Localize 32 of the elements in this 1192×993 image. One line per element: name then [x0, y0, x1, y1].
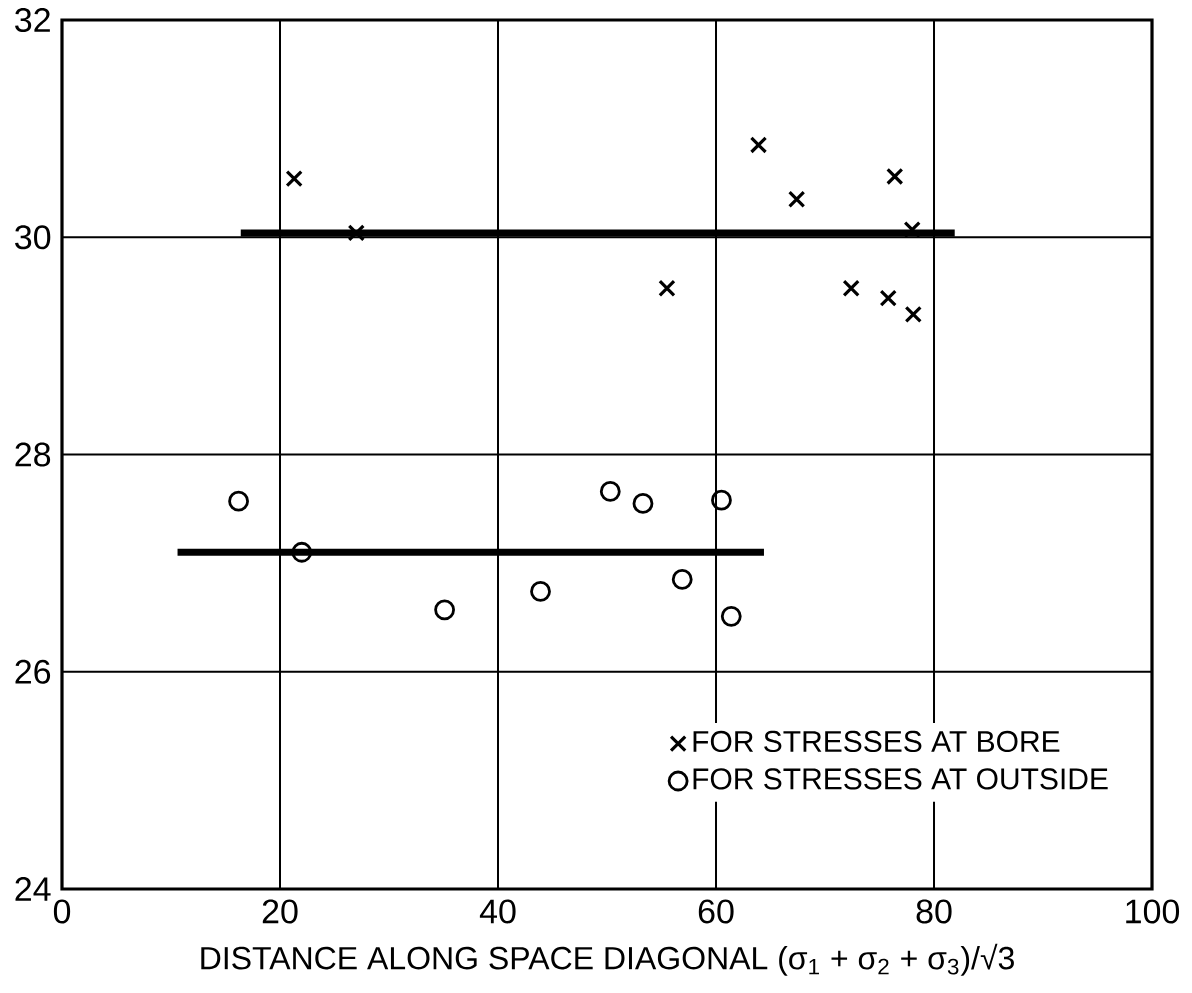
x-tick-label: 60	[698, 899, 734, 924]
point	[632, 492, 654, 514]
x-tick-label: 0	[53, 899, 71, 924]
point	[434, 599, 455, 621]
point	[749, 136, 768, 154]
x-tick-label: 40	[479, 899, 516, 924]
y-tick-label: 24	[15, 877, 51, 901]
x-axis-title: DISTANCE ALONG SPACE DIAGONAL (σ$_{1}$ + σ$_{2}$ + σ$_{3}$)/√3	[201, 943, 1014, 976]
point	[228, 490, 249, 512]
point	[720, 605, 742, 627]
legend-label: FOR STRESSES AT OUTSIDE	[693, 768, 1108, 790]
point	[879, 289, 897, 307]
y-tick-label: 32	[15, 7, 50, 33]
point	[886, 167, 904, 186]
x-tick-label: 100	[1126, 899, 1180, 924]
point	[842, 279, 860, 297]
point	[599, 481, 621, 502]
point	[285, 169, 303, 188]
x-tick-label: 20	[262, 899, 298, 924]
x-tick-label: 80	[916, 899, 952, 924]
point	[291, 541, 313, 563]
y-tick-label: 26	[15, 659, 51, 684]
point	[711, 489, 732, 511]
point	[530, 580, 551, 602]
point	[904, 305, 922, 324]
y-tick-label: 28	[15, 442, 51, 467]
point	[347, 224, 365, 242]
y-tick-label: 30	[15, 225, 51, 250]
legend-label: FOR STRESSES AT BORE	[693, 730, 1060, 753]
point	[658, 279, 676, 297]
point	[671, 569, 693, 590]
point	[787, 190, 806, 208]
